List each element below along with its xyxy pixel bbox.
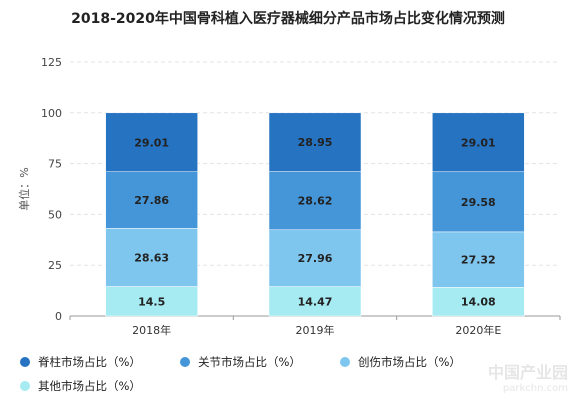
x-tick-label: 2018年: [132, 323, 171, 337]
data-label: 29.01: [134, 136, 169, 149]
data-label: 14.5: [138, 295, 165, 308]
bar-segment-1-0: [105, 228, 198, 287]
bar-segment-2-0: [105, 171, 198, 229]
bar-segment-2-1: [268, 171, 362, 231]
y-tick-label: 100: [41, 107, 62, 120]
legend-swatch-spine: [20, 357, 30, 367]
data-label: 28.95: [298, 136, 333, 149]
bar-segment-2-2: [432, 171, 525, 233]
legend-label-trauma: 创伤市场占比（%）: [358, 355, 461, 369]
y-axis-label: 单位：%: [17, 167, 31, 210]
x-tick-label: 2020年E: [455, 323, 501, 337]
data-label: 29.58: [461, 196, 496, 209]
y-tick-label: 0: [55, 310, 62, 323]
bar-segment-0-1: [268, 286, 362, 317]
y-tick-label: 125: [41, 56, 62, 69]
bar-segment-3-0: [105, 112, 198, 172]
watermark-logo: 中国产业园 parkchn.com: [488, 359, 568, 394]
data-label: 27.86: [134, 194, 169, 207]
watermark-en: parkchn.com: [502, 383, 568, 394]
watermark-cn: 中国产业园: [487, 363, 568, 382]
legend-item-other: 其他市场占比（%）: [20, 378, 180, 394]
x-tick-label: 2019年: [296, 323, 335, 337]
data-label: 27.96: [298, 252, 333, 265]
bar-segment-0-2: [432, 287, 525, 317]
legend-label-joint: 关节市场占比（%）: [198, 355, 301, 369]
data-label: 14.08: [461, 296, 496, 309]
data-label: 28.63: [134, 251, 169, 264]
data-label: 27.32: [461, 254, 496, 267]
legend-label-spine: 脊柱市场占比（%）: [38, 355, 141, 369]
y-tick-label: 75: [48, 158, 62, 171]
data-label: 29.01: [461, 136, 496, 149]
legend-swatch-other: [20, 381, 30, 391]
legend-item-trauma: 创伤市场占比（%）: [340, 354, 500, 370]
legend-swatch-joint: [180, 357, 190, 367]
legend-item-spine: 脊柱市场占比（%）: [20, 354, 180, 370]
legend-label-other: 其他市场占比（%）: [38, 379, 141, 393]
bar-segment-1-1: [268, 229, 362, 287]
legend-item-joint: 关节市场占比（%）: [180, 354, 340, 370]
chart-title: 2018-2020年中国骨科植入医疗器械细分产品市场占比变化情况预测: [71, 11, 505, 27]
data-label: 28.62: [298, 195, 333, 208]
bar-segment-0-0: [105, 286, 198, 317]
chart-legend: 脊柱市场占比（%） 关节市场占比（%） 创伤市场占比（%） 其他市场占比（%）: [20, 354, 560, 394]
legend-swatch-trauma: [340, 357, 350, 367]
stacked-bar-chart: 0 25 50 75 100 125 单位：% 14.5 28.63 27.86 29.01 2018…: [17, 56, 561, 337]
y-tick-label: 25: [48, 259, 62, 272]
bar-segment-1-2: [432, 231, 525, 288]
bar-segment-3-1: [268, 112, 362, 172]
bar-segment-3-2: [432, 112, 525, 173]
y-tick-label: 50: [48, 208, 62, 221]
data-label: 14.47: [298, 295, 333, 308]
